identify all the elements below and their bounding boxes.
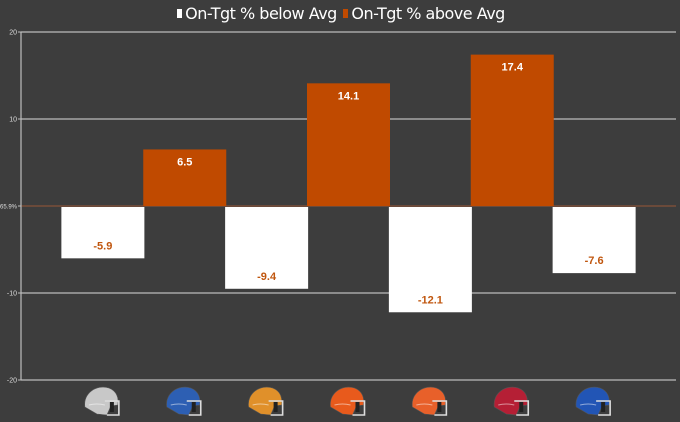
- blue-helmet-icon: [166, 386, 202, 416]
- y-tick-label: -10: [7, 291, 17, 298]
- crimson-helmet-icon: [493, 386, 530, 416]
- bar: [470, 54, 554, 207]
- bar: [61, 207, 145, 259]
- data-label: -9.4: [257, 271, 277, 283]
- orange-helmet-icon: [248, 386, 284, 416]
- data-label: -5.9: [93, 240, 112, 252]
- y-tick-label: -20: [7, 378, 17, 385]
- data-label: 17.4: [502, 62, 524, 74]
- gray-helmet-icon: [84, 386, 120, 416]
- data-label: -7.6: [585, 255, 604, 267]
- y-tick-label: 20: [9, 30, 17, 37]
- bar: [143, 149, 227, 206]
- bar: [307, 83, 390, 206]
- bar: [552, 207, 636, 274]
- legend-swatch-above: [343, 9, 349, 18]
- legend-swatch-below: [177, 9, 183, 18]
- data-label: 14.1: [338, 90, 359, 102]
- orange-helmet-icon-2: [412, 386, 448, 416]
- data-label: 6.5: [177, 156, 192, 168]
- red-orange-helmet-icon: [330, 386, 366, 416]
- legend: On-Tgt % below Avg On-Tgt % above Avg: [0, 4, 680, 23]
- legend-label-above: On-Tgt % above Avg: [351, 4, 505, 23]
- royal-blue-helmet-icon: [575, 386, 611, 416]
- bar: [388, 207, 472, 313]
- y-tick-label: 10: [9, 117, 17, 124]
- legend-label-below: On-Tgt % below Avg: [185, 4, 337, 23]
- bar: [225, 207, 309, 289]
- data-label: -12.1: [418, 294, 443, 306]
- y-tick-label: 65.9%: [0, 205, 18, 211]
